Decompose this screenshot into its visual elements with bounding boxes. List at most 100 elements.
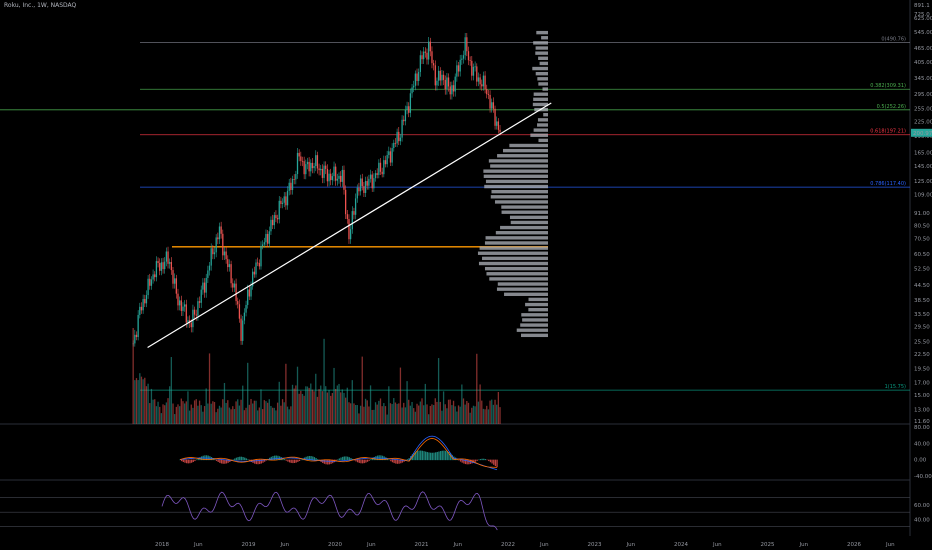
price-tick-label: 125.00 — [914, 179, 932, 185]
volume-bar — [313, 391, 315, 424]
macd-histogram-bar — [307, 456, 309, 461]
volume-profile-bar — [484, 241, 548, 245]
time-tick-label: Jun — [280, 542, 290, 548]
candle-body — [162, 262, 164, 270]
macd-histogram-bar — [293, 459, 296, 464]
macd-histogram-bar — [347, 456, 349, 461]
volume-bar — [220, 407, 222, 424]
macd-histogram-bar — [421, 450, 424, 461]
candle-body — [447, 77, 450, 87]
macd-histogram-bar — [441, 450, 443, 461]
candle-body — [170, 262, 172, 271]
candle-body — [318, 168, 320, 171]
macd-histogram-bar — [483, 458, 485, 461]
macd-histogram-bar — [297, 459, 299, 462]
volume-bar — [399, 367, 402, 424]
macd-histogram-bar — [237, 457, 239, 461]
volume-bar — [150, 388, 153, 424]
volume-bar — [195, 399, 197, 424]
candle-body — [335, 166, 337, 181]
fib-level-label: 0.5(252.26) — [877, 104, 906, 110]
volume-profile-bar — [478, 261, 548, 266]
macd-histogram-bar — [356, 459, 359, 463]
volume-bar — [247, 362, 249, 424]
volume-bar — [210, 403, 212, 424]
macd-histogram-bar — [327, 459, 329, 465]
volume-bar — [461, 384, 463, 424]
macd-histogram-bar — [443, 450, 445, 461]
volume-bar — [446, 408, 448, 424]
macd-histogram-bar — [396, 459, 399, 464]
macd-histogram-bar — [391, 459, 394, 463]
price-tick-label: 165.00 — [914, 151, 932, 157]
macd-histogram-bar — [486, 459, 488, 461]
macd-histogram-bar — [305, 456, 307, 461]
candle-body — [253, 271, 255, 275]
volume-bar — [268, 399, 270, 424]
macd-histogram-bar — [195, 459, 198, 461]
time-tick-label: Jun — [712, 542, 722, 548]
volume-bar — [432, 405, 435, 424]
volume-profile-bar — [535, 71, 548, 76]
volume-bar — [291, 384, 294, 424]
candle-body — [497, 121, 500, 130]
volume-bar — [167, 398, 169, 424]
volume-profile-bar — [501, 205, 548, 209]
volume-bar — [273, 407, 275, 424]
volume-bar — [285, 363, 287, 424]
volume-bar — [494, 399, 496, 424]
volume-profile-bar — [500, 225, 548, 230]
candle-body — [496, 121, 498, 126]
volume-bar — [444, 404, 446, 424]
candle-body — [398, 131, 400, 142]
candle-body — [263, 242, 265, 245]
candle-body — [369, 174, 372, 179]
time-tick-label: Jun — [453, 542, 463, 548]
volume-bar — [363, 406, 365, 424]
price-tick-label: 44.50 — [914, 283, 930, 289]
macd-histogram-bar — [423, 451, 425, 461]
candle-body — [373, 178, 375, 189]
volume-bar — [398, 403, 400, 424]
candle-body — [258, 263, 260, 267]
volume-bar — [496, 404, 498, 424]
volume-bar — [464, 404, 466, 424]
candle-body — [482, 75, 485, 87]
volume-bar — [213, 402, 216, 424]
volume-bar — [497, 392, 500, 424]
candle-body — [311, 162, 314, 169]
candle-body — [197, 301, 199, 316]
candle-body — [461, 58, 463, 60]
candle-body — [331, 176, 334, 181]
candle-body — [499, 129, 501, 132]
candle-body — [270, 219, 272, 232]
candle-body — [175, 278, 177, 294]
volume-bar — [218, 405, 221, 424]
candle-body — [343, 169, 345, 190]
time-tick-label: 2023 — [588, 542, 602, 548]
candle-body — [220, 226, 222, 234]
last-price-tag — [911, 128, 932, 137]
price-tick-label: 545.00 — [914, 30, 932, 36]
macd-histogram-bar — [478, 459, 480, 461]
volume-bar — [306, 386, 309, 424]
volume-bar — [403, 402, 405, 424]
volume-bar — [177, 404, 179, 424]
candle-body — [437, 70, 440, 81]
volume-bar — [245, 407, 247, 424]
candle-body — [320, 168, 322, 171]
candle-body — [383, 160, 385, 175]
candle-body — [237, 301, 239, 305]
macd-histogram-bar — [300, 459, 302, 461]
volume-bar — [421, 398, 423, 424]
volume-bar — [486, 405, 488, 424]
macd-histogram-bar — [434, 452, 437, 461]
macd-histogram-bar — [232, 459, 234, 461]
macd-histogram-bar — [390, 459, 392, 462]
macd-histogram-bar — [287, 459, 289, 462]
candle-body — [271, 219, 274, 226]
candle-body — [444, 79, 446, 90]
volume-bar — [255, 400, 257, 424]
volume-bar — [456, 411, 458, 424]
